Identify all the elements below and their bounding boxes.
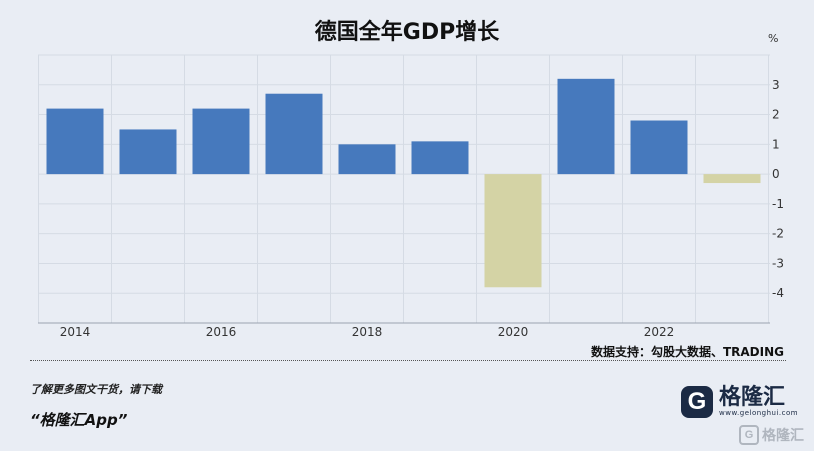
- chart-title: 德国全年GDP增长: [314, 20, 500, 45]
- logo-name: 格隆汇: [719, 385, 786, 410]
- small-logo-name: 格隆汇: [762, 428, 804, 444]
- small-logo: G 格隆汇: [739, 425, 804, 445]
- bar-2015: [119, 129, 177, 175]
- bar-2016: [192, 108, 250, 175]
- x-tick-label: 2014: [60, 325, 91, 339]
- y-unit-label: %: [768, 32, 778, 45]
- gelonghui-logo: G 格隆汇 www.gelonghui.com: [681, 386, 798, 418]
- x-tick-label: 2018: [352, 325, 383, 339]
- bar-2017: [265, 93, 323, 175]
- y-tick-label: 3: [772, 78, 780, 92]
- source-note: 数据支持：勾股大数据、TRADING: [590, 345, 784, 359]
- bar-2019: [411, 141, 469, 175]
- logo-g-icon: G: [681, 386, 713, 418]
- promo-app-name: “格隆汇App”: [30, 411, 128, 429]
- bar-2020: [484, 174, 542, 288]
- y-tick-label: 2: [772, 108, 780, 122]
- y-tick-label: 1: [772, 137, 780, 151]
- y-tick-label: 0: [772, 167, 780, 181]
- x-tick-label: 2022: [644, 325, 675, 339]
- y-tick-label: -2: [772, 227, 784, 241]
- y-tick-label: -3: [772, 256, 784, 270]
- bar-2023: [703, 174, 761, 184]
- logo-url: www.gelonghui.com: [719, 409, 799, 417]
- x-tick-label: 2016: [206, 325, 237, 339]
- bar-2021: [557, 78, 615, 175]
- bar-2014: [46, 108, 104, 175]
- bar-2022: [630, 120, 688, 175]
- bar-2018: [338, 144, 396, 175]
- divider: [30, 360, 786, 361]
- promo-text: 了解更多图文干货，请下载: [30, 383, 162, 396]
- y-tick-label: -1: [772, 197, 784, 211]
- x-tick-label: 2020: [498, 325, 529, 339]
- small-logo-g-icon: G: [739, 425, 759, 445]
- y-tick-label: -4: [772, 286, 784, 300]
